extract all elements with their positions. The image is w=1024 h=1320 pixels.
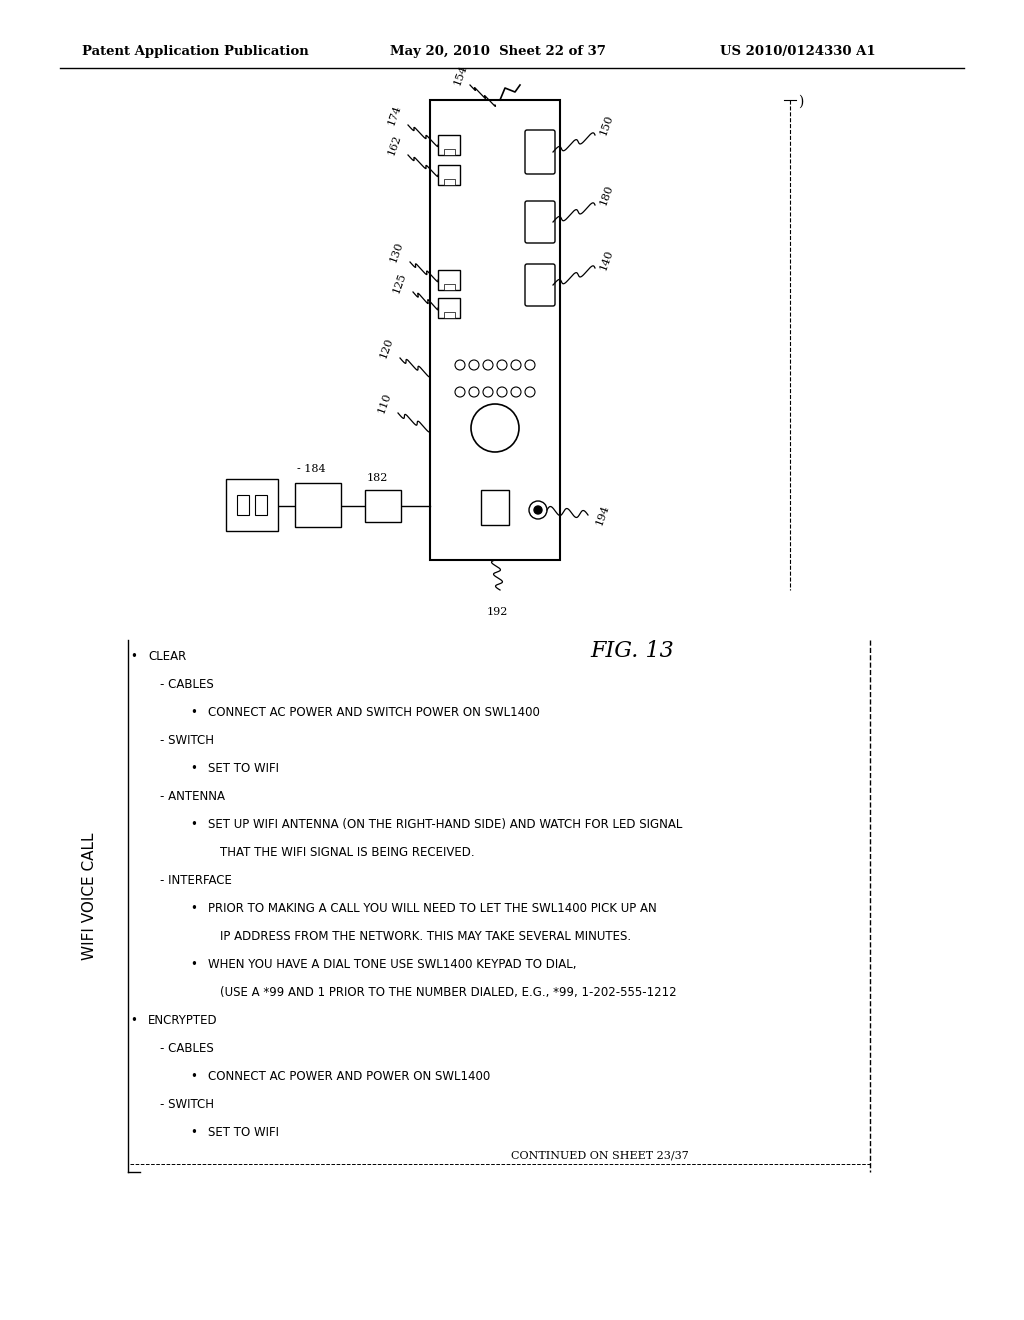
Text: •: •: [190, 1126, 197, 1139]
Text: FIG. 13: FIG. 13: [590, 640, 674, 663]
Text: 125: 125: [391, 271, 408, 294]
Text: 130: 130: [388, 240, 404, 264]
Bar: [237, 495, 249, 515]
Bar: [295, 483, 341, 527]
Text: - CABLES: - CABLES: [160, 1041, 214, 1055]
Text: May 20, 2010  Sheet 22 of 37: May 20, 2010 Sheet 22 of 37: [390, 45, 606, 58]
Text: - SWITCH: - SWITCH: [160, 1098, 214, 1111]
Text: - ANTENNA: - ANTENNA: [160, 789, 225, 803]
Bar: [255, 495, 267, 515]
Text: •: •: [190, 818, 197, 832]
Circle shape: [534, 506, 542, 513]
Text: 194: 194: [594, 503, 610, 527]
Bar: [443, 312, 455, 318]
FancyBboxPatch shape: [525, 129, 555, 174]
Bar: [443, 180, 455, 185]
Text: 110: 110: [376, 391, 393, 414]
Text: •: •: [130, 649, 137, 663]
Bar: [438, 165, 460, 185]
Text: US 2010/0124330 A1: US 2010/0124330 A1: [720, 45, 876, 58]
Text: (USE A *99 AND 1 PRIOR TO THE NUMBER DIALED, E.G., *99, 1-202-555-1212: (USE A *99 AND 1 PRIOR TO THE NUMBER DIA…: [220, 986, 677, 999]
Text: 120: 120: [378, 337, 394, 360]
Bar: [438, 298, 460, 318]
Text: Patent Application Publication: Patent Application Publication: [82, 45, 309, 58]
Text: CONNECT AC POWER AND SWITCH POWER ON SWL1400: CONNECT AC POWER AND SWITCH POWER ON SWL…: [208, 706, 540, 719]
Text: PRIOR TO MAKING A CALL YOU WILL NEED TO LET THE SWL1400 PICK UP AN: PRIOR TO MAKING A CALL YOU WILL NEED TO …: [208, 902, 656, 915]
Text: 180: 180: [598, 183, 614, 207]
Text: •: •: [130, 1014, 137, 1027]
Bar: [481, 490, 509, 525]
Text: 140: 140: [598, 248, 614, 272]
Bar: [226, 479, 278, 531]
Text: - 184: - 184: [297, 465, 326, 474]
Text: IP ADDRESS FROM THE NETWORK. THIS MAY TAKE SEVERAL MINUTES.: IP ADDRESS FROM THE NETWORK. THIS MAY TA…: [220, 931, 631, 942]
Text: - CABLES: - CABLES: [160, 678, 214, 690]
Text: 154: 154: [452, 63, 469, 87]
FancyBboxPatch shape: [525, 264, 555, 306]
Text: ): ): [798, 95, 804, 110]
Bar: [430, 100, 560, 560]
Text: 182: 182: [367, 473, 388, 483]
Text: WIFI VOICE CALL: WIFI VOICE CALL: [82, 833, 97, 960]
Text: •: •: [190, 706, 197, 719]
Text: SET TO WIFI: SET TO WIFI: [208, 1126, 279, 1139]
Text: 162: 162: [386, 133, 402, 157]
Text: 192: 192: [487, 607, 508, 616]
Bar: [443, 149, 455, 154]
Text: CONTINUED ON SHEET 23/37: CONTINUED ON SHEET 23/37: [511, 1150, 689, 1160]
Text: - INTERFACE: - INTERFACE: [160, 874, 231, 887]
Bar: [438, 271, 460, 290]
Text: 174: 174: [386, 103, 402, 127]
Text: 150: 150: [598, 114, 614, 137]
Text: ENCRYPTED: ENCRYPTED: [148, 1014, 218, 1027]
FancyBboxPatch shape: [525, 201, 555, 243]
Bar: [438, 135, 460, 154]
Text: CLEAR: CLEAR: [148, 649, 186, 663]
Text: •: •: [190, 1071, 197, 1082]
Text: - SWITCH: - SWITCH: [160, 734, 214, 747]
Text: CONNECT AC POWER AND POWER ON SWL1400: CONNECT AC POWER AND POWER ON SWL1400: [208, 1071, 490, 1082]
Bar: [365, 490, 401, 521]
Text: THAT THE WIFI SIGNAL IS BEING RECEIVED.: THAT THE WIFI SIGNAL IS BEING RECEIVED.: [220, 846, 475, 859]
Text: WHEN YOU HAVE A DIAL TONE USE SWL1400 KEYPAD TO DIAL,: WHEN YOU HAVE A DIAL TONE USE SWL1400 KE…: [208, 958, 577, 972]
Text: •: •: [190, 958, 197, 972]
Text: •: •: [190, 762, 197, 775]
Bar: [443, 284, 455, 290]
Text: SET UP WIFI ANTENNA (ON THE RIGHT-HAND SIDE) AND WATCH FOR LED SIGNAL: SET UP WIFI ANTENNA (ON THE RIGHT-HAND S…: [208, 818, 682, 832]
Text: SET TO WIFI: SET TO WIFI: [208, 762, 279, 775]
Text: •: •: [190, 902, 197, 915]
